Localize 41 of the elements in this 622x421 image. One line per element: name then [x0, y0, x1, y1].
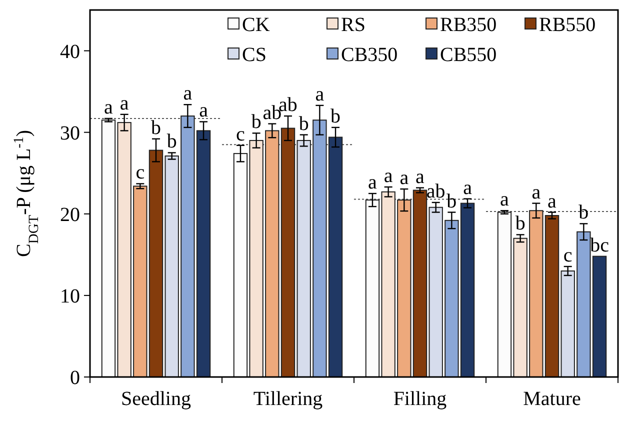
- y-tick-label: 20: [60, 204, 80, 226]
- y-tick-label: 30: [60, 122, 80, 144]
- data-label: c: [136, 162, 145, 184]
- data-label: a: [400, 167, 409, 190]
- x-tick-label: Tillering: [253, 388, 323, 410]
- legend-label: CS: [242, 44, 266, 66]
- legend-label: CK: [242, 14, 270, 36]
- x-tick-label: Filling: [393, 388, 447, 410]
- data-label: ab: [426, 180, 446, 202]
- legend-label: RB350: [440, 14, 497, 36]
- data-label: a: [500, 188, 510, 211]
- data-label: c: [563, 244, 572, 266]
- y-tick-label: 10: [60, 285, 80, 308]
- legend-label: RS: [341, 14, 366, 36]
- data-label: a: [315, 83, 324, 106]
- data-label: b: [578, 202, 589, 224]
- data-label: b: [166, 130, 177, 153]
- data-label: a: [199, 100, 208, 122]
- data-label: b: [515, 212, 526, 235]
- data-label: b: [330, 105, 341, 128]
- legend-label: CB550: [440, 44, 497, 66]
- x-tick-label: Seedling: [121, 388, 191, 410]
- legend-label: RB550: [539, 14, 596, 36]
- legend-label: CB350: [341, 44, 398, 66]
- data-label: c: [236, 123, 246, 146]
- data-label: a: [532, 181, 541, 204]
- data-label: a: [463, 176, 472, 199]
- data-label: b: [298, 112, 309, 135]
- data-label: b: [446, 190, 457, 212]
- data-label: a: [548, 190, 557, 212]
- data-label: b: [151, 116, 161, 139]
- data-label: a: [384, 164, 393, 187]
- data-label: b: [251, 111, 262, 134]
- data-label: a: [416, 166, 425, 188]
- y-tick-label: 40: [60, 40, 80, 63]
- x-tick-label: Mature: [523, 388, 581, 410]
- data-label: a: [120, 92, 129, 114]
- data-label: a: [368, 172, 378, 194]
- y-tick-label: 0: [70, 367, 80, 389]
- data-label: a: [183, 82, 192, 105]
- data-label: a: [104, 96, 114, 118]
